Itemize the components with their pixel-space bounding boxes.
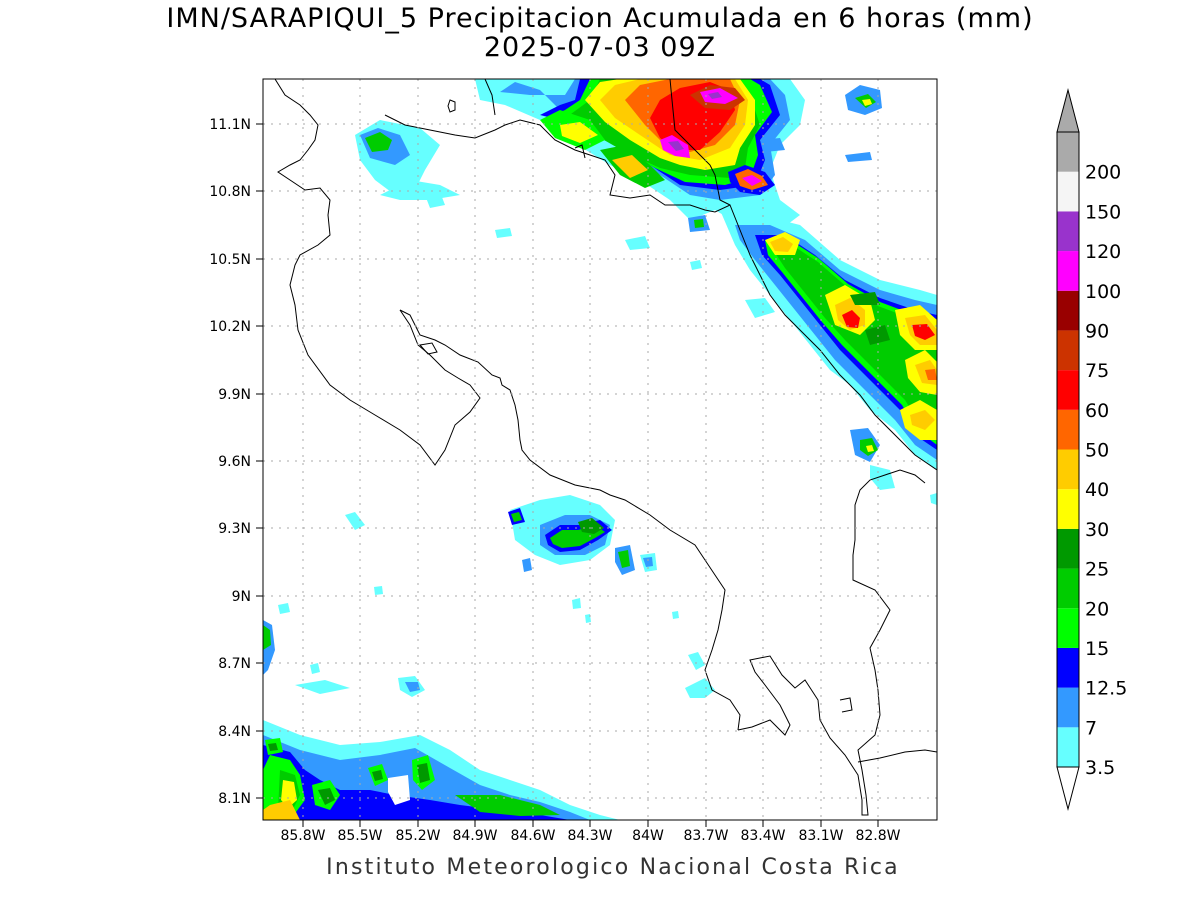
colorbar-max-arrow xyxy=(1056,88,1080,133)
lat-tick-label: 11.1N xyxy=(209,117,251,133)
map-title: IMN/SARAPIQUI_5 Precipitacion Acumulada … xyxy=(0,4,1200,62)
colorbar-segment xyxy=(1057,727,1079,767)
lat-tick-label: 9.6N xyxy=(218,454,251,470)
colorbar-label: 150 xyxy=(1085,201,1121,223)
colorbar-segment xyxy=(1057,171,1079,212)
lon-tick-label: 85.8W xyxy=(280,828,325,844)
colorbar-label: 60 xyxy=(1085,400,1109,422)
colorbar-segment xyxy=(1057,409,1079,450)
colorbar-label: 12.5 xyxy=(1085,678,1127,700)
footer-credit: Instituto Meteorologico Nacional Costa R… xyxy=(326,855,900,880)
lat-tick-label: 10.5N xyxy=(209,252,251,268)
colorbar-segment xyxy=(1057,449,1079,490)
colorbar-segment xyxy=(1057,687,1079,728)
colorbar-label: 200 xyxy=(1085,162,1121,184)
colorbar-label: 25 xyxy=(1085,559,1109,581)
lat-tick-label: 9.9N xyxy=(218,387,251,403)
colorbar-label: 3.5 xyxy=(1085,757,1115,779)
lat-tick-label: 10.8N xyxy=(209,184,251,200)
colorbar-segment xyxy=(1057,290,1079,331)
rain-area-southwest xyxy=(263,620,620,820)
colorbar-label: 50 xyxy=(1085,440,1109,462)
colorbar-segment xyxy=(1057,489,1079,529)
colorbar-label: 15 xyxy=(1085,638,1109,660)
colorbar-label: 40 xyxy=(1085,479,1109,501)
lon-tick-label: 84.9W xyxy=(452,828,497,844)
colorbar-label: 30 xyxy=(1085,519,1109,541)
lat-tick-label: 9.3N xyxy=(218,521,251,537)
colorbar-label: 75 xyxy=(1085,360,1109,382)
colorbar-label: 120 xyxy=(1085,241,1121,263)
colorbar-label: 20 xyxy=(1085,598,1109,620)
colorbar-segment xyxy=(1057,608,1079,648)
rain-area-central xyxy=(278,495,715,698)
longitude-axis: 85.8W 85.5W 85.2W 84.9W 84.6W 84.3W 84W … xyxy=(280,820,901,844)
colorbar-segment xyxy=(1057,211,1079,252)
lon-tick-label: 83.7W xyxy=(683,828,728,844)
colorbar-label: 100 xyxy=(1085,281,1121,303)
lat-tick-label: 10.2N xyxy=(209,319,251,335)
lon-tick-label: 84.6W xyxy=(510,828,555,844)
colorbar-legend: 3.5 7 12.5 15 20 25 30 40 50 60 75 90 100 120 150 200 xyxy=(1056,88,1127,811)
colorbar-min-arrow xyxy=(1056,766,1080,811)
rain-area-northwest xyxy=(355,120,775,318)
plot-area xyxy=(263,79,937,820)
lat-tick-label: 8.1N xyxy=(218,791,251,807)
colorbar-segment xyxy=(1057,528,1079,569)
colorbar-segment xyxy=(1057,251,1079,291)
lon-tick-label: 83.1W xyxy=(798,828,843,844)
colorbar-segment xyxy=(1057,132,1079,172)
precipitation-field xyxy=(263,79,937,820)
latitude-axis: 11.1N 10.8N 10.5N 10.2N 9.9N 9.6N 9.3N 9… xyxy=(209,117,263,807)
lon-tick-label: 85.2W xyxy=(395,828,440,844)
lat-tick-label: 9N xyxy=(232,589,251,605)
colorbar-segment xyxy=(1057,370,1079,410)
colorbar-frame xyxy=(1056,131,1080,768)
lat-tick-label: 8.4N xyxy=(218,724,251,740)
lon-tick-label: 84W xyxy=(632,828,664,844)
lon-tick-label: 83.4W xyxy=(740,828,785,844)
colorbar-segment xyxy=(1057,330,1079,371)
rain-area-caribbean xyxy=(720,210,937,505)
grid-lines xyxy=(263,79,937,820)
lon-tick-label: 82.8W xyxy=(855,828,900,844)
plot-frame xyxy=(262,78,938,821)
lat-tick-label: 8.7N xyxy=(218,656,251,672)
colorbar-label: 90 xyxy=(1085,320,1109,342)
colorbar-label: 7 xyxy=(1085,717,1097,739)
rain-area-north xyxy=(475,79,882,230)
colorbar-segment xyxy=(1057,568,1079,609)
map-title-line2: 2025-07-03 09Z xyxy=(483,32,717,63)
lon-tick-label: 85.5W xyxy=(337,828,382,844)
lon-tick-label: 84.3W xyxy=(567,828,612,844)
colorbar-segment xyxy=(1057,647,1079,688)
map-title-line1: IMN/SARAPIQUI_5 Precipitacion Acumulada … xyxy=(166,3,1034,34)
